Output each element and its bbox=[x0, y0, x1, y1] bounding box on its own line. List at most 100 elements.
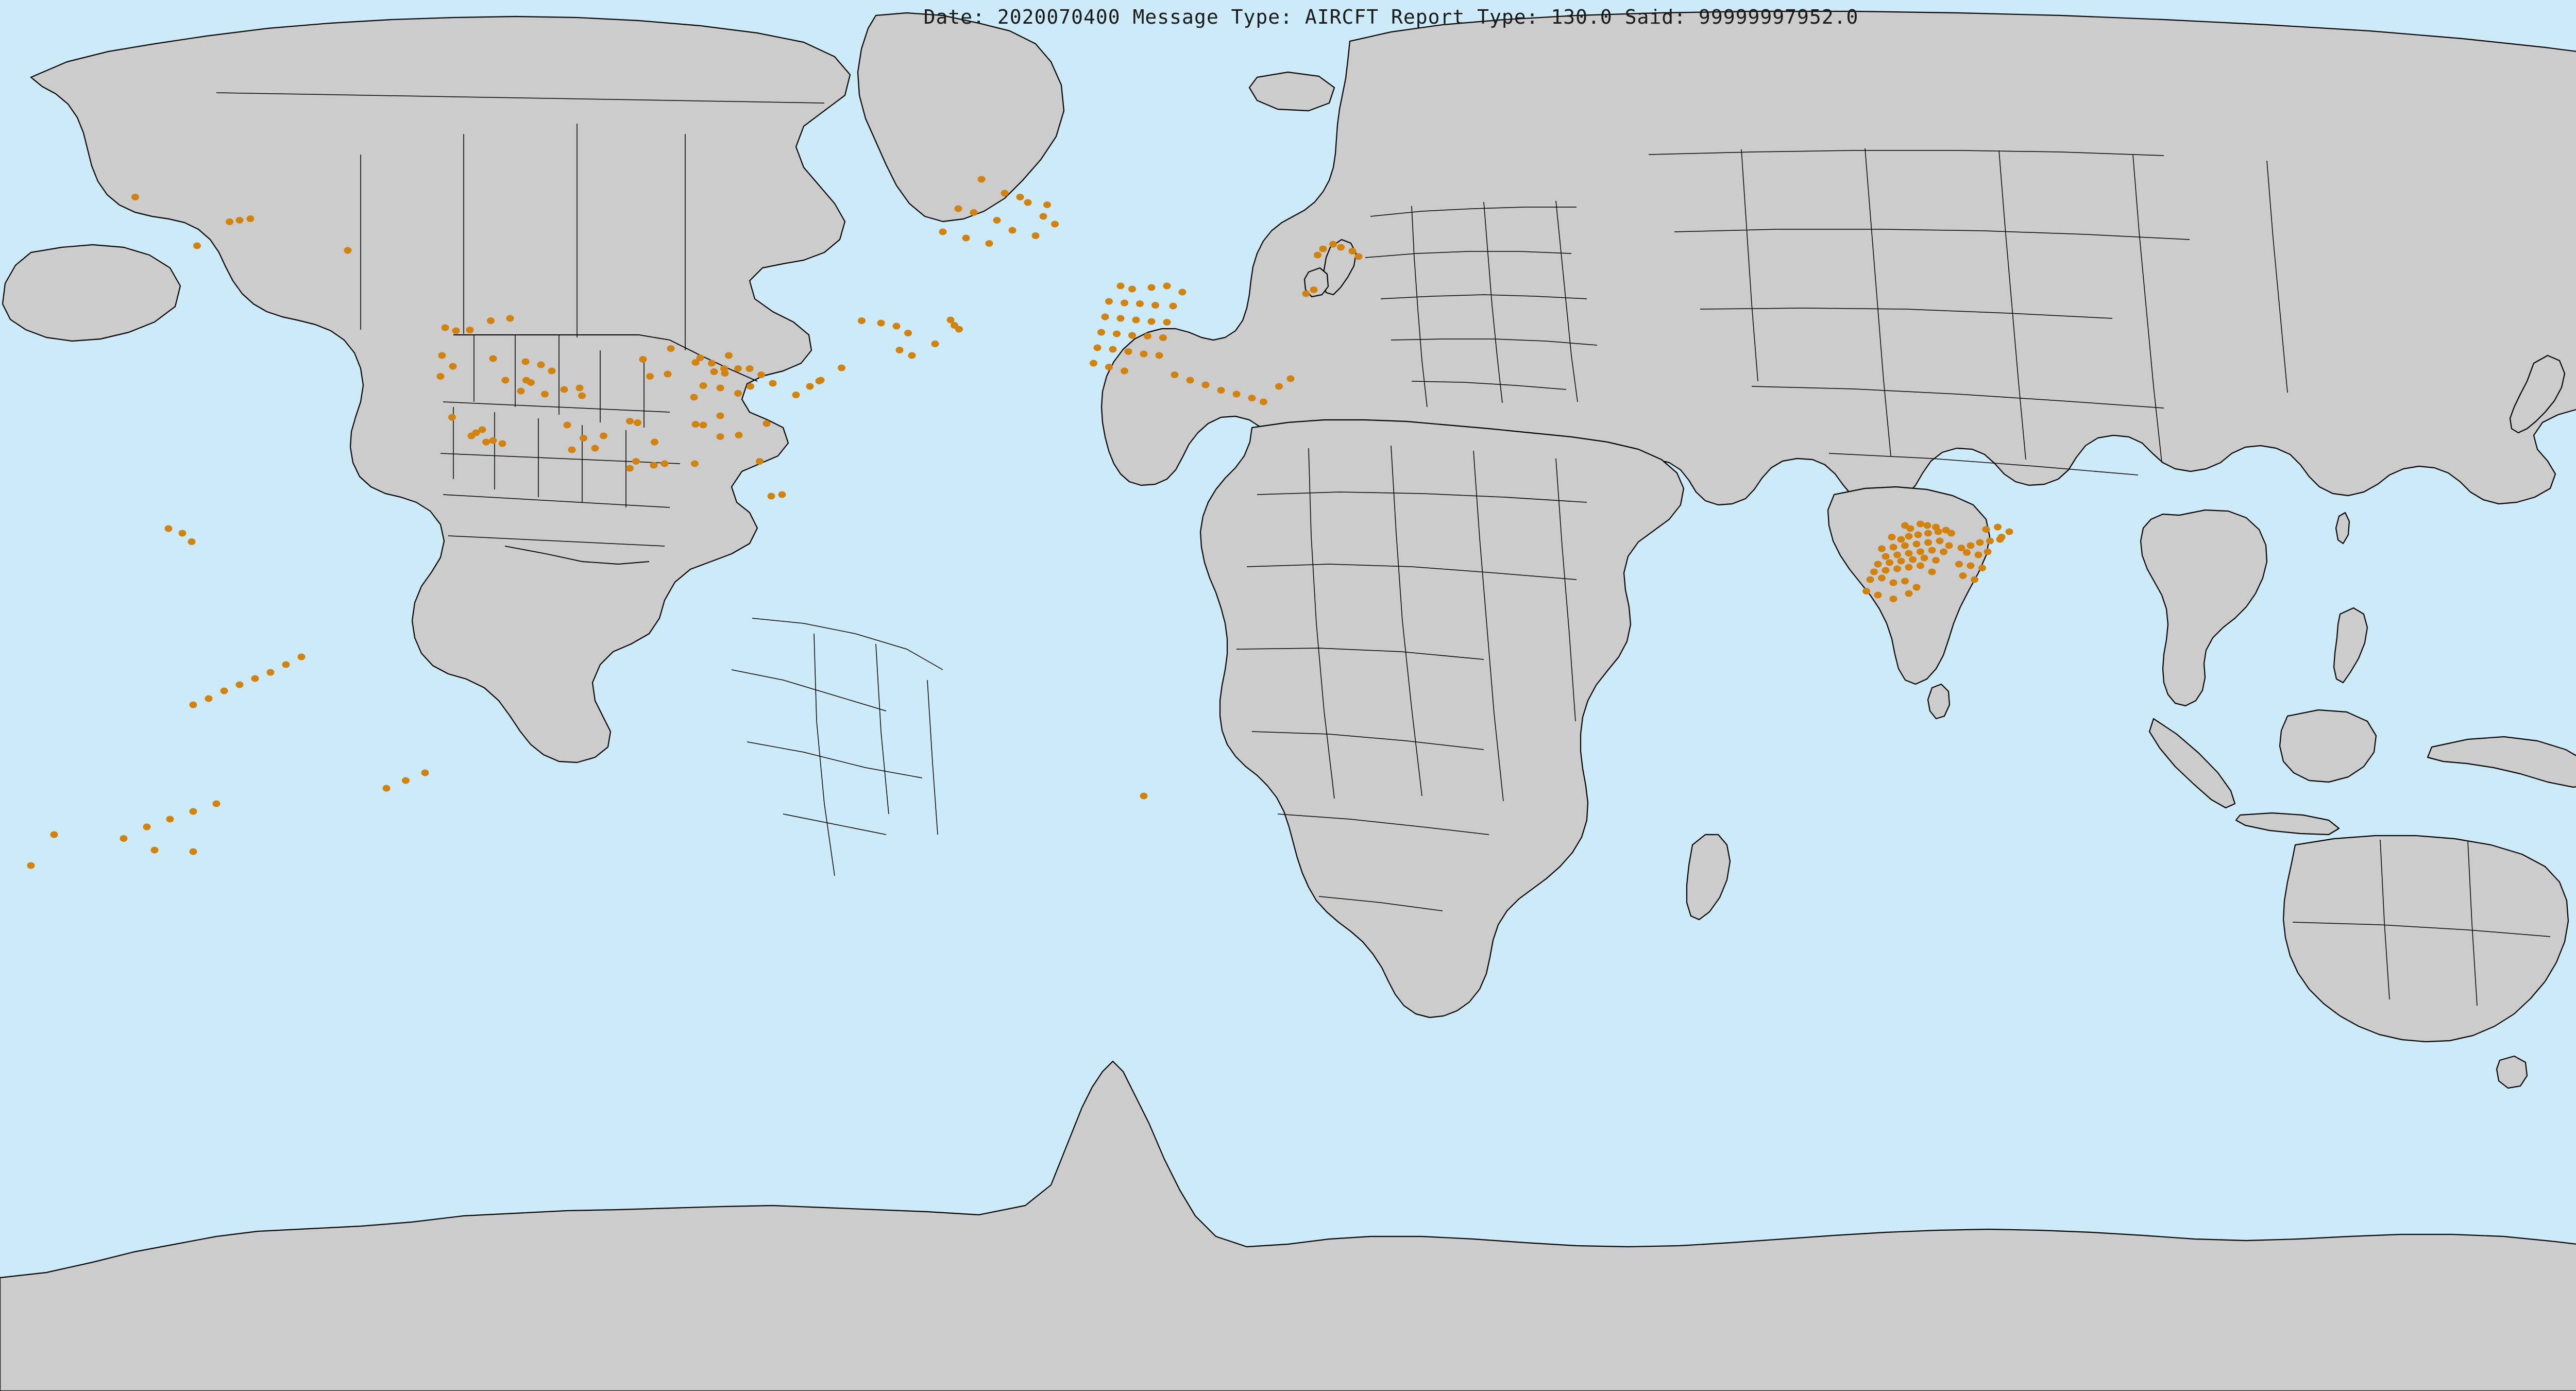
observation-point bbox=[600, 432, 607, 439]
observation-point bbox=[1901, 542, 1909, 549]
observation-point bbox=[1905, 550, 1913, 557]
observation-point bbox=[382, 785, 391, 792]
observation-point bbox=[1932, 557, 1940, 564]
observation-point bbox=[1314, 251, 1321, 259]
observation-point bbox=[1934, 528, 1942, 535]
page-title: Date: 2020070400 Message Type: AIRCFT Re… bbox=[923, 6, 1859, 28]
observation-point bbox=[1097, 329, 1105, 336]
observation-point bbox=[591, 445, 599, 452]
observation-point bbox=[1905, 564, 1913, 571]
observation-point bbox=[1982, 526, 1990, 533]
observation-point bbox=[1997, 534, 2006, 540]
observation-point bbox=[962, 234, 970, 242]
africa bbox=[1199, 419, 1685, 1019]
observation-point bbox=[178, 530, 187, 537]
observation-point bbox=[2005, 528, 2013, 535]
observation-point bbox=[436, 373, 445, 380]
observation-point bbox=[402, 777, 410, 784]
observation-point bbox=[478, 426, 486, 433]
observation-point bbox=[1116, 315, 1125, 322]
observation-point bbox=[150, 846, 159, 854]
japan bbox=[2509, 354, 2566, 434]
sri-lanka bbox=[1927, 683, 1951, 720]
observation-point bbox=[1974, 551, 1982, 558]
observation-point bbox=[235, 217, 244, 224]
observation-point bbox=[1348, 248, 1357, 255]
taiwan bbox=[2335, 512, 2350, 545]
alaska-aleutians bbox=[2, 244, 181, 342]
observation-point bbox=[1928, 568, 1936, 575]
observation-point bbox=[939, 228, 947, 235]
observation-point bbox=[1959, 572, 1967, 579]
observation-point bbox=[506, 315, 514, 322]
southeast-asia bbox=[2140, 509, 2268, 707]
observation-point bbox=[517, 387, 525, 395]
observation-point bbox=[482, 438, 490, 446]
iceland bbox=[1248, 71, 1335, 112]
observation-point bbox=[521, 358, 530, 365]
observation-point bbox=[489, 355, 497, 362]
observation-point bbox=[1976, 539, 1984, 546]
observation-point bbox=[778, 491, 786, 498]
observation-point bbox=[1897, 557, 1905, 565]
observation-point bbox=[1140, 792, 1148, 800]
observation-point bbox=[441, 324, 449, 331]
observation-point bbox=[858, 317, 866, 324]
observation-point bbox=[639, 356, 647, 363]
observation-point bbox=[699, 382, 707, 389]
observation-point bbox=[1874, 591, 1882, 599]
observation-point bbox=[226, 218, 233, 225]
observation-point bbox=[1955, 561, 1963, 568]
observation-point bbox=[747, 383, 754, 390]
observation-point bbox=[954, 205, 962, 212]
observation-point bbox=[1039, 213, 1047, 220]
observation-point bbox=[541, 391, 549, 398]
observation-point bbox=[189, 808, 197, 815]
observation-point bbox=[548, 367, 556, 375]
sumatra bbox=[2148, 718, 2236, 809]
observation-point bbox=[235, 681, 244, 688]
philippines bbox=[2333, 607, 2368, 684]
observation-point bbox=[769, 380, 777, 387]
observation-point bbox=[660, 460, 669, 467]
observation-point bbox=[977, 176, 986, 183]
observation-point bbox=[1967, 562, 1975, 569]
observation-point bbox=[1994, 523, 2002, 531]
observation-point bbox=[1151, 302, 1159, 309]
observation-point bbox=[537, 361, 545, 368]
observation-point bbox=[1163, 319, 1171, 326]
observation-point bbox=[1893, 565, 1901, 572]
observation-point bbox=[1302, 290, 1310, 297]
observation-point bbox=[1940, 548, 1947, 555]
observation-point bbox=[1121, 367, 1128, 375]
observation-point bbox=[1116, 282, 1125, 290]
observation-point bbox=[246, 215, 255, 222]
observation-point bbox=[1051, 220, 1059, 228]
observation-point bbox=[1090, 360, 1097, 367]
observation-point bbox=[1888, 534, 1896, 540]
observation-point bbox=[1901, 578, 1909, 585]
observation-point bbox=[1905, 533, 1913, 540]
java bbox=[2235, 812, 2340, 836]
new-guinea bbox=[2427, 736, 2576, 788]
observation-point bbox=[193, 242, 201, 249]
observation-point bbox=[164, 525, 173, 532]
observation-point bbox=[1874, 561, 1882, 568]
observation-point bbox=[756, 458, 764, 465]
observation-point bbox=[1882, 553, 1890, 560]
observation-point bbox=[1147, 318, 1156, 325]
india bbox=[1827, 486, 1991, 685]
observation-point bbox=[1159, 334, 1167, 341]
observation-point bbox=[27, 862, 35, 869]
observation-point bbox=[1043, 201, 1051, 208]
observation-point bbox=[1140, 350, 1148, 358]
observation-point bbox=[1121, 299, 1128, 307]
observation-point bbox=[1178, 289, 1187, 296]
observation-point bbox=[575, 384, 584, 392]
observation-point bbox=[699, 421, 707, 429]
observation-point bbox=[931, 341, 939, 347]
observation-point bbox=[1124, 348, 1132, 355]
observation-point bbox=[1947, 530, 1955, 537]
observation-point bbox=[1967, 542, 1975, 549]
